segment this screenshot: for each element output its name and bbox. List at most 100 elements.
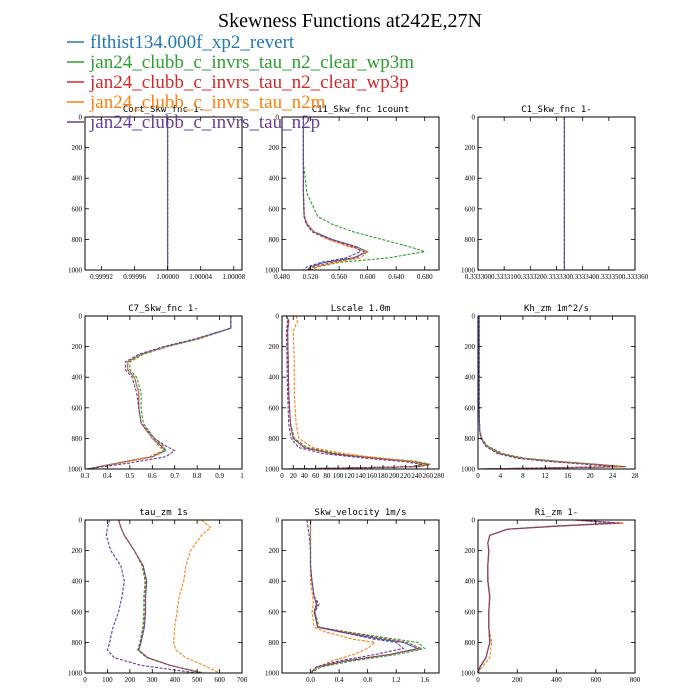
y-tick-label: 400 — [269, 374, 280, 382]
x-tick-label: 0.99996 — [123, 273, 146, 281]
panel-title: Skw_velocity 1m/s — [314, 508, 406, 518]
y-tick-label: 200 — [269, 547, 280, 555]
x-tick-label: 0.560 — [331, 273, 347, 281]
x-tick-label: 20 — [290, 472, 298, 480]
y-tick-label: 600 — [465, 608, 476, 616]
series-line — [478, 316, 622, 470]
legend-label: jan24_clubb_c_invrs_tau_n2m — [89, 92, 326, 113]
x-tick-label: 0.333340 — [570, 273, 597, 281]
x-tick-label: 120 — [344, 472, 355, 480]
y-tick-label: 800 — [269, 236, 280, 244]
y-tick-label: 800 — [269, 639, 280, 647]
y-tick-label: 1000 — [265, 466, 280, 474]
x-tick-label: 600 — [591, 676, 602, 684]
x-tick-label: 200 — [512, 676, 523, 684]
x-tick-label: 300 — [147, 676, 158, 684]
series-line — [302, 117, 362, 271]
x-tick-label: 180 — [378, 472, 389, 480]
x-tick-label: 4 — [499, 472, 503, 480]
y-tick-label: 0 — [79, 114, 83, 122]
series-line — [286, 315, 430, 470]
y-tick-label: 200 — [269, 343, 280, 351]
x-tick-label: 220 — [400, 472, 411, 480]
y-tick-label: 200 — [465, 144, 476, 152]
y-tick-label: 400 — [72, 578, 83, 586]
x-tick-label: 1.6 — [420, 676, 429, 684]
series-line — [285, 315, 423, 470]
y-tick-label: 600 — [72, 404, 83, 412]
y-tick-label: 400 — [465, 374, 476, 382]
panel-frame — [84, 116, 243, 271]
panel-title: C1_Skw_fnc 1- — [521, 105, 591, 115]
panel-title: Ri_zm 1- — [535, 508, 578, 518]
panel-8: Skw_velocity 1m/s 0 200 400 600 800 1000 0.0 0.4… — [265, 508, 440, 684]
x-tick-label: 0 — [280, 472, 284, 480]
x-tick-label: 0.680 — [417, 273, 433, 281]
series-line — [309, 520, 426, 674]
legend-label: jan24_clubb_c_invrs_tau_n2_clear_wp3p — [89, 72, 409, 93]
x-tick-label: 0.333360 — [622, 273, 649, 281]
y-tick-label: 600 — [269, 404, 280, 412]
y-tick-label: 200 — [72, 144, 83, 152]
x-tick-label: 0 — [476, 472, 480, 480]
y-tick-label: 1000 — [265, 267, 280, 275]
y-tick-label: 800 — [269, 435, 280, 443]
series-line — [477, 519, 620, 674]
panel-title: Cort_Skw_fnc 1- — [123, 105, 204, 115]
x-tick-label: 200 — [125, 676, 136, 684]
series-line — [286, 315, 428, 470]
x-tick-label: 1.2 — [392, 676, 401, 684]
panel-title: Kh_zm 1m^2/s — [524, 304, 589, 314]
y-tick-label: 0 — [472, 517, 476, 525]
x-tick-label: 16 — [564, 472, 572, 480]
series-line — [478, 316, 616, 470]
legend-item: jan24_clubb_c_invrs_tau_n2m — [67, 92, 326, 113]
legend-label: jan24_clubb_c_invrs_tau_n2_clear_wp3m — [89, 52, 414, 73]
panel-frame — [281, 519, 440, 674]
legend-item: jan24_clubb_c_invrs_tau_n2_clear_wp3p — [67, 72, 409, 93]
y-tick-label: 400 — [269, 578, 280, 586]
series-line — [477, 519, 616, 674]
y-tick-label: 600 — [269, 205, 280, 213]
x-tick-label: 140 — [355, 472, 366, 480]
y-tick-label: 200 — [465, 547, 476, 555]
legend-item: flthist134.000f_xp2_revert — [67, 32, 295, 53]
y-tick-label: 200 — [269, 144, 280, 152]
y-tick-label: 0 — [276, 313, 280, 321]
y-tick-label: 400 — [72, 175, 83, 183]
x-tick-label: 12 — [542, 472, 550, 480]
panel-frame — [84, 519, 243, 674]
y-tick-label: 200 — [465, 343, 476, 351]
legend-label: flthist134.000f_xp2_revert — [90, 32, 295, 53]
series-line — [290, 315, 426, 470]
series-line — [87, 316, 232, 470]
x-tick-label: 0 — [83, 676, 87, 684]
series-line — [477, 519, 624, 674]
y-tick-label: 400 — [269, 175, 280, 183]
x-tick-label: 0.0 — [306, 676, 315, 684]
panel-title: C7_Skw_fnc 1- — [128, 304, 198, 314]
series-line — [105, 519, 198, 674]
y-tick-label: 1000 — [68, 670, 83, 678]
x-tick-label: 800 — [630, 676, 641, 684]
series-line — [477, 519, 614, 674]
y-tick-label: 1000 — [68, 267, 83, 275]
x-tick-label: 0.8 — [363, 676, 372, 684]
x-tick-label: 400 — [169, 676, 180, 684]
x-tick-label: 100 — [102, 676, 113, 684]
x-tick-label: 1.00000 — [156, 273, 179, 281]
series-line — [87, 316, 232, 470]
y-tick-label: 600 — [465, 205, 476, 213]
x-tick-label: 28 — [632, 472, 640, 480]
series-line — [309, 520, 377, 674]
series-line — [118, 519, 202, 674]
series-line — [302, 117, 366, 271]
y-tick-label: 1000 — [265, 670, 280, 678]
y-tick-label: 600 — [269, 608, 280, 616]
x-tick-label: 8 — [521, 472, 525, 480]
x-tick-label: 0.4 — [103, 472, 112, 480]
y-tick-label: 200 — [72, 343, 83, 351]
